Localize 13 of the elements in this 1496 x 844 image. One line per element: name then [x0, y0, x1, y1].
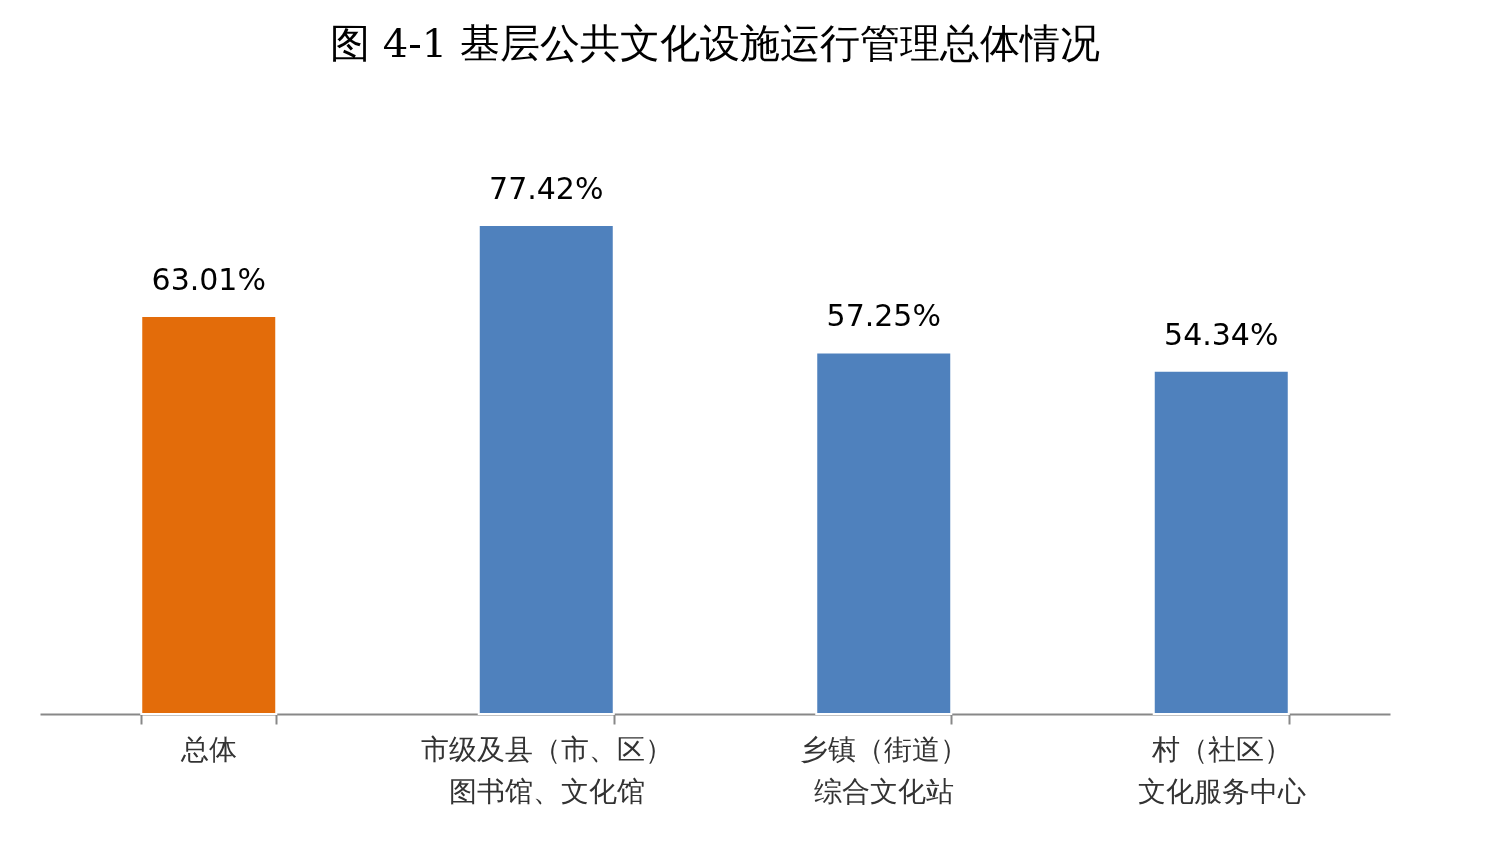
- bar: [477, 224, 615, 715]
- bar: [1152, 369, 1290, 715]
- data-label: 57.25%: [826, 298, 941, 334]
- data-label: 54.34%: [1164, 316, 1279, 352]
- x-tick-label: 村（社区）文化服务中心: [1137, 732, 1306, 808]
- data-label: 63.01%: [151, 262, 266, 298]
- chart-title: 图 4-1 基层公共文化设施运行管理总体情况: [330, 20, 1100, 66]
- x-tick-label: 总体: [180, 732, 238, 766]
- bar: [140, 315, 278, 715]
- x-tick-label: 市级及县（市、区）图书馆、文化馆: [420, 732, 673, 808]
- x-tick-label: 乡镇（街道）综合文化站: [800, 732, 969, 808]
- bar: [815, 351, 953, 715]
- data-label: 77.42%: [489, 171, 604, 206]
